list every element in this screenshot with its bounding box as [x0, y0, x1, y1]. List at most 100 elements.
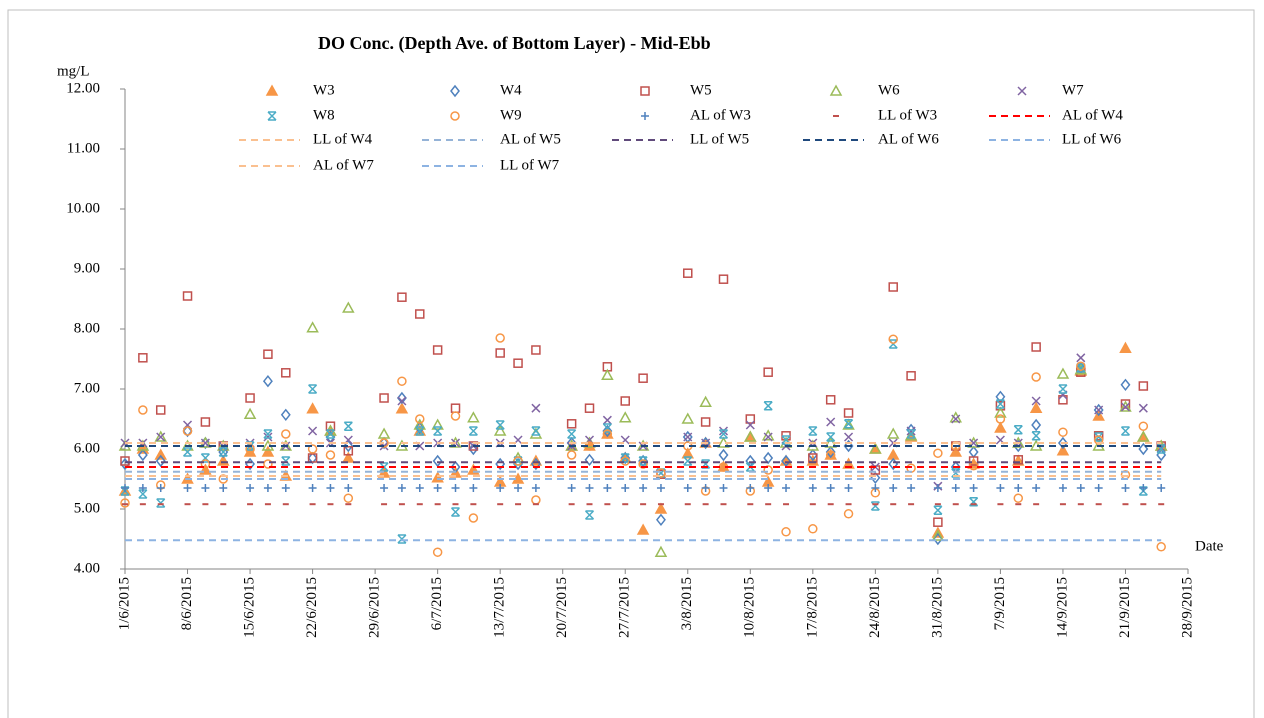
data-point — [183, 484, 192, 492]
data-point — [343, 493, 354, 503]
data-point — [1029, 401, 1043, 413]
data-point — [415, 414, 425, 424]
data-point — [951, 484, 960, 492]
data-point — [602, 415, 612, 425]
data-point — [1156, 444, 1166, 454]
data-point — [450, 507, 461, 517]
data-point — [638, 373, 648, 383]
x-tick-label: 3/8/2015 — [679, 577, 695, 630]
data-point — [870, 501, 880, 511]
data-point — [601, 368, 614, 380]
data-point — [933, 517, 943, 527]
x-tick-label: 28/9/2015 — [1179, 577, 1195, 638]
legend-label: W5 — [690, 82, 712, 98]
legend-swatch — [267, 111, 277, 121]
data-point — [969, 497, 979, 507]
data-point — [263, 432, 273, 442]
data-point — [620, 456, 630, 466]
data-point — [683, 484, 692, 492]
data-point — [825, 395, 836, 405]
data-point — [415, 309, 425, 319]
data-point — [584, 403, 595, 413]
data-point — [636, 523, 650, 535]
data-point — [433, 484, 442, 492]
data-point — [343, 421, 353, 431]
data-point — [584, 510, 595, 520]
legend-label: LL of W3 — [878, 107, 937, 123]
data-point — [154, 430, 168, 442]
data-point — [395, 402, 409, 414]
y-tick-label: 12.00 — [66, 80, 100, 96]
data-point — [245, 393, 255, 403]
legend-swatch — [829, 84, 843, 96]
data-point — [683, 268, 693, 278]
data-point — [700, 417, 711, 427]
data-point — [584, 453, 595, 467]
data-point — [620, 396, 630, 406]
data-point — [888, 282, 898, 292]
y-tick-label: 9.00 — [74, 260, 100, 276]
x-tick-label: 29/6/2015 — [367, 577, 383, 638]
data-point — [431, 418, 444, 430]
data-point — [764, 484, 773, 492]
y-tick-label: 10.00 — [66, 200, 100, 216]
data-point — [514, 484, 523, 492]
data-point — [1031, 396, 1041, 406]
data-point — [280, 408, 291, 422]
data-point — [933, 484, 942, 492]
legend-label: W4 — [500, 82, 522, 98]
data-point — [493, 424, 507, 436]
data-point — [781, 435, 791, 445]
data-point — [262, 374, 273, 388]
data-point — [1094, 484, 1103, 492]
data-point — [745, 414, 756, 424]
data-point — [1031, 372, 1041, 382]
data-point — [468, 442, 479, 456]
data-point — [154, 448, 168, 460]
data-point — [1013, 493, 1024, 503]
data-point — [1031, 431, 1041, 441]
x-tick-label: 15/6/2015 — [241, 577, 257, 638]
data-point — [156, 432, 166, 442]
data-point — [495, 348, 505, 358]
data-point — [763, 451, 774, 465]
data-point — [137, 448, 148, 462]
data-point — [1156, 542, 1166, 552]
data-point — [246, 484, 255, 492]
data-point — [379, 393, 389, 403]
data-point — [1120, 378, 1131, 392]
data-point — [825, 445, 836, 459]
data-point — [1031, 342, 1041, 352]
x-tick-label: 22/6/2015 — [304, 577, 320, 638]
legend-label: AL of W4 — [1062, 107, 1123, 123]
data-point — [415, 426, 425, 436]
data-point — [638, 456, 648, 466]
data-point — [844, 484, 853, 492]
data-point — [396, 391, 407, 405]
data-point — [566, 419, 577, 429]
data-point — [1120, 426, 1131, 436]
data-point — [281, 368, 291, 378]
data-point — [701, 459, 711, 469]
data-point — [121, 484, 129, 492]
data-point — [681, 412, 695, 424]
data-point — [138, 484, 147, 492]
data-point — [156, 484, 165, 492]
data-point — [343, 439, 354, 453]
data-point — [155, 405, 166, 415]
data-point — [621, 484, 630, 492]
data-point — [1032, 484, 1041, 492]
data-point — [306, 321, 319, 333]
legend-label: AL of W3 — [690, 107, 751, 123]
data-point — [906, 426, 916, 436]
data-point — [719, 484, 728, 492]
y-tick-label: 8.00 — [74, 320, 100, 336]
data-point — [888, 339, 898, 349]
data-point — [825, 450, 836, 460]
x-tick-label: 17/8/2015 — [804, 577, 820, 638]
x-tick-label: 10/8/2015 — [742, 577, 758, 638]
data-point — [585, 484, 594, 492]
data-point — [618, 411, 632, 423]
data-point — [1094, 432, 1104, 442]
